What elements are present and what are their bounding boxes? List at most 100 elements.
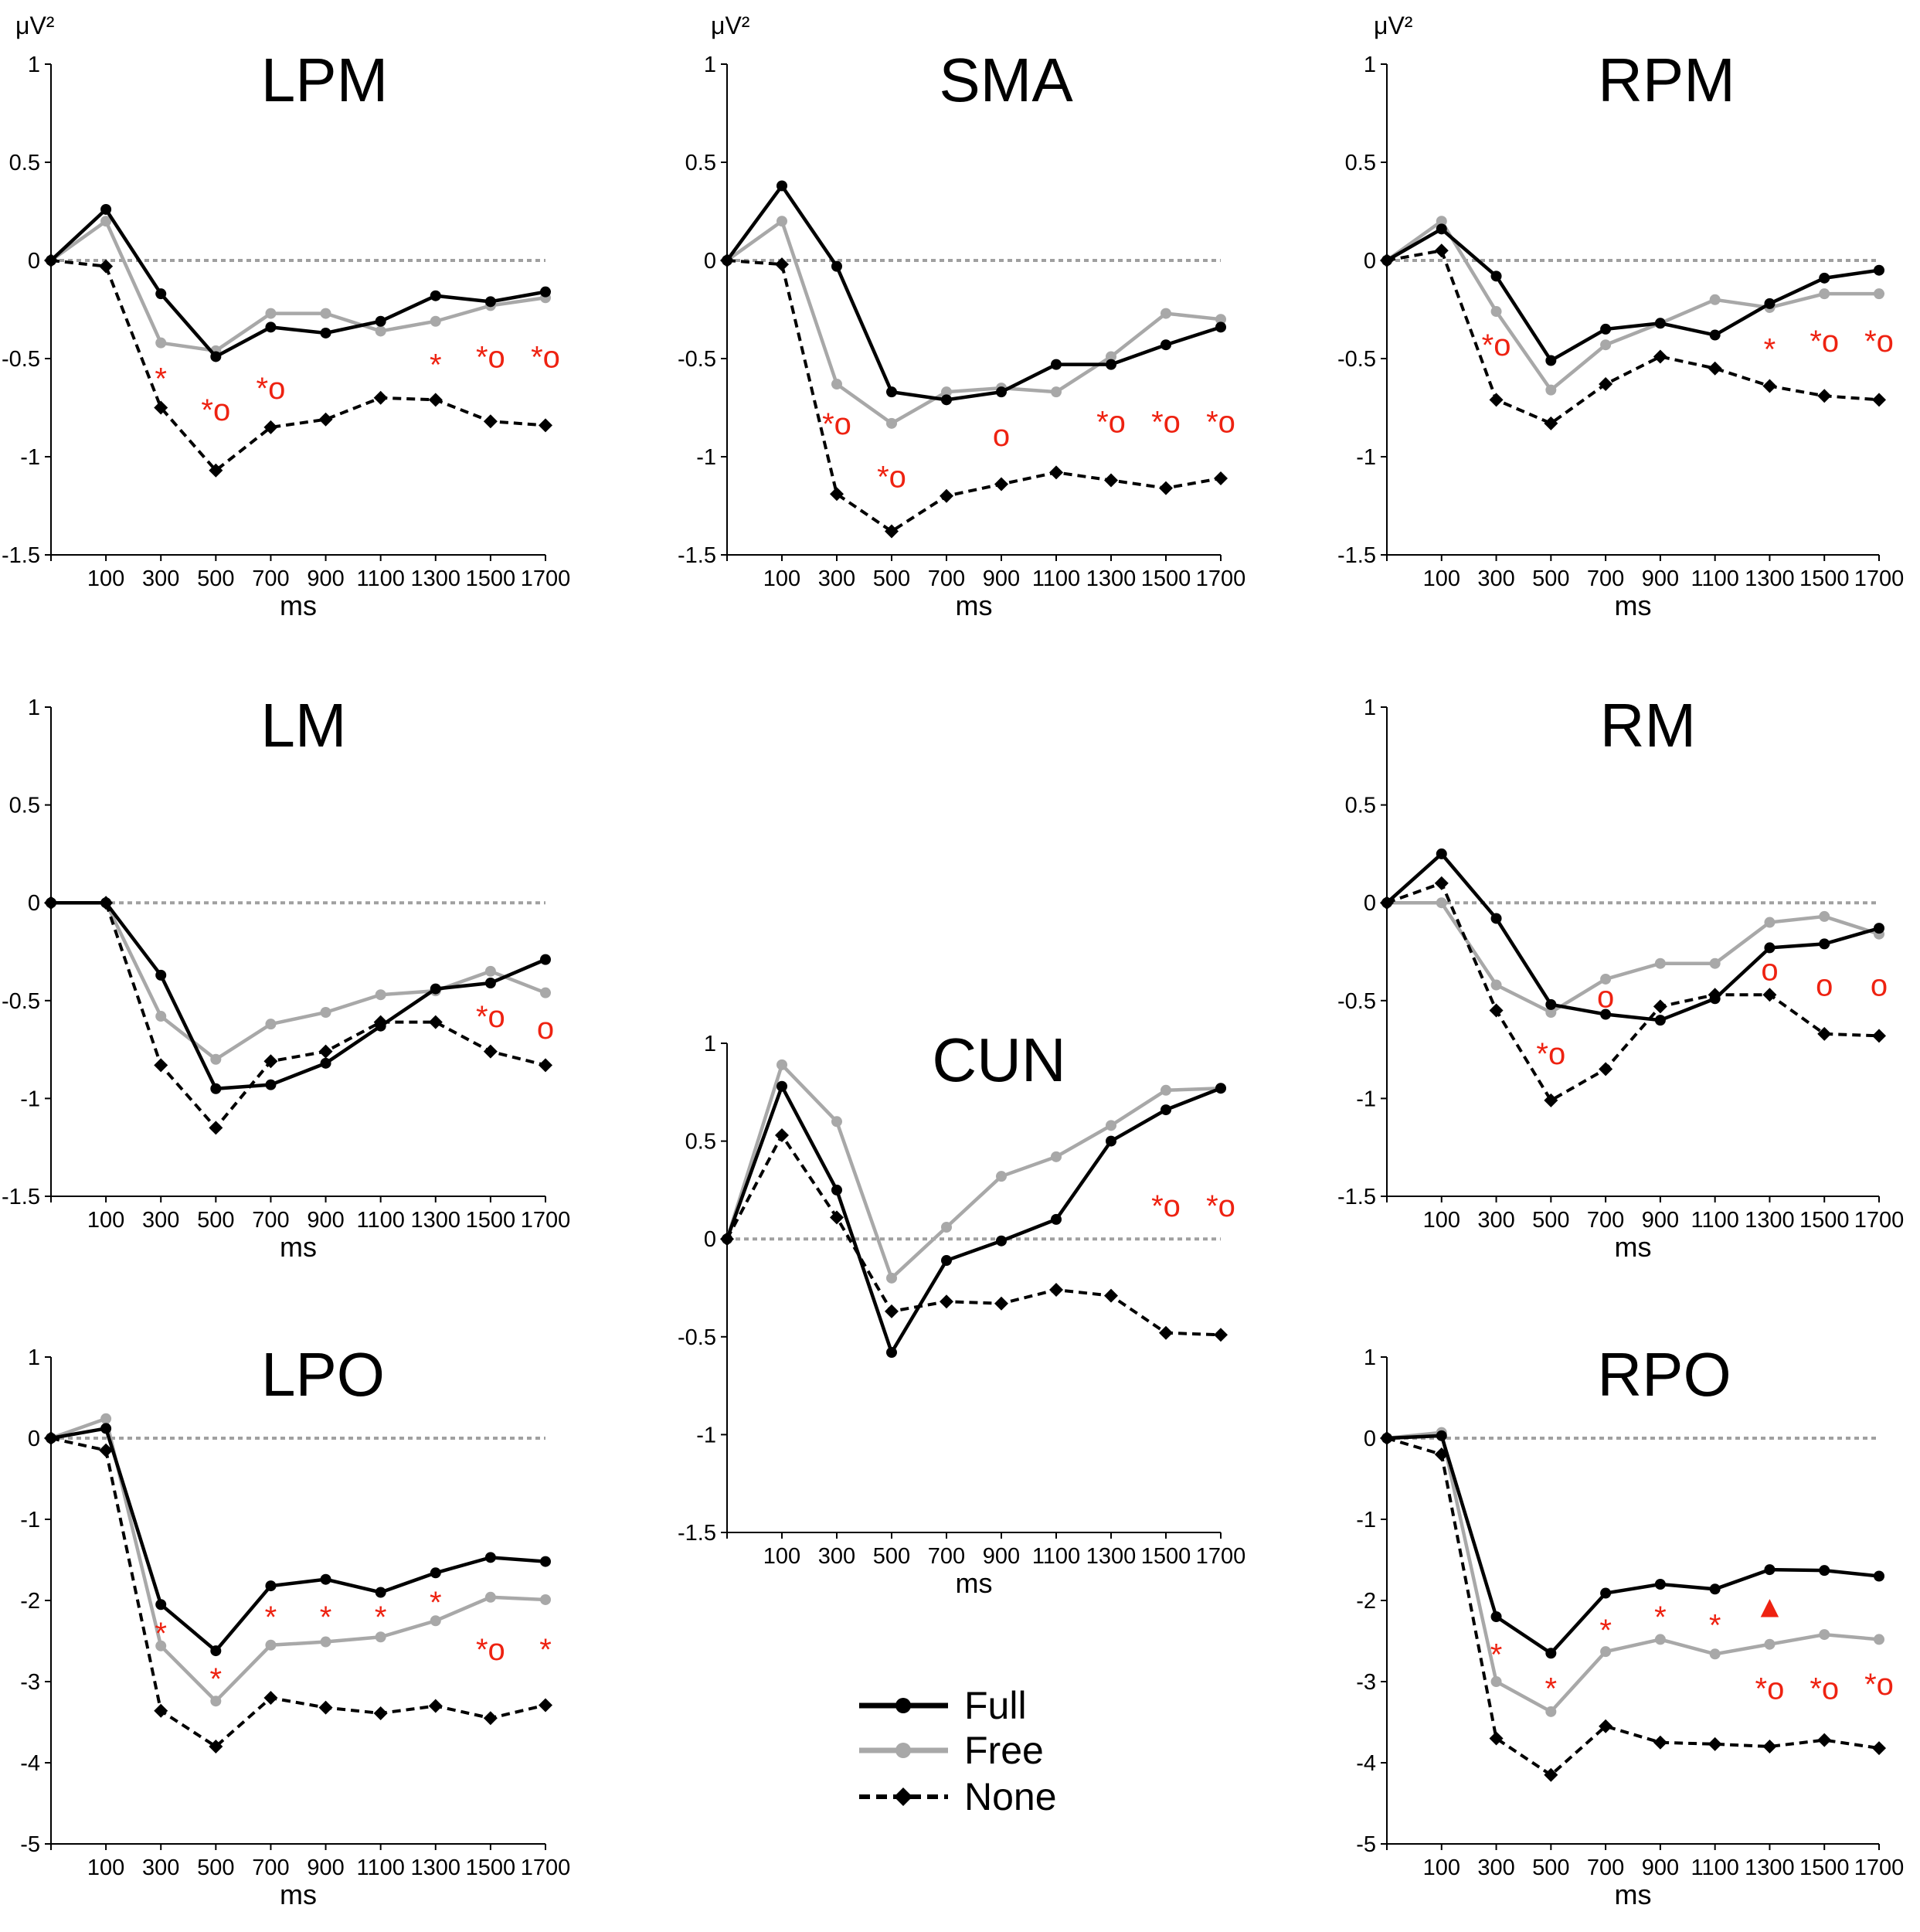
data-point-free-lpo	[320, 1636, 331, 1648]
x-tick-label-lm: 1700	[521, 1208, 571, 1233]
data-point-full-sma	[776, 180, 787, 192]
x-tick-label-rpm: 300	[1477, 566, 1514, 591]
data-point-full-sma	[831, 260, 842, 272]
y-tick-label-sma: -1	[696, 445, 716, 470]
x-axis-label-lpm: ms	[280, 590, 317, 621]
x-tick-label-cun: 900	[983, 1544, 1020, 1569]
x-tick-label-rpo: 700	[1587, 1855, 1624, 1880]
x-tick-label-lpo: 900	[307, 1855, 344, 1880]
significance-marker-rm: o	[1871, 969, 1888, 1003]
data-point-free-sma	[1106, 351, 1116, 362]
data-point-free-sma	[1215, 314, 1226, 325]
data-point-free-rpo	[1654, 1634, 1666, 1645]
series-line-full-lpo	[50, 1426, 546, 1654]
data-point-free-rm	[1490, 979, 1502, 991]
x-tick-label-lpo: 700	[252, 1855, 289, 1880]
y-tick-label-lpm: 0.5	[9, 151, 40, 175]
data-point-free-rm	[1764, 917, 1776, 928]
y-tick-label-lm: 0.5	[9, 794, 40, 818]
data-point-none-cun	[994, 1296, 1008, 1311]
series-line-free-lpm	[49, 218, 546, 353]
data-point-full-cun	[1215, 1083, 1226, 1094]
x-tick-label-rpo: 100	[1423, 1855, 1460, 1880]
x-tick-label-rpm: 1100	[1691, 566, 1738, 591]
data-point-none-lm	[209, 1121, 223, 1135]
x-tick-label-rpo: 1300	[1745, 1855, 1795, 1880]
significance-marker-rpm: *o	[1482, 328, 1511, 362]
legend-full-label: Full	[964, 1684, 1027, 1727]
x-tick-label-lm: 1500	[466, 1208, 516, 1233]
y-unit-label-lpm: μV²	[15, 12, 55, 39]
data-point-free-rm	[1654, 957, 1666, 969]
data-point-full-sma	[1106, 359, 1116, 370]
data-point-full-lm	[320, 1057, 331, 1069]
data-point-free-lm	[375, 989, 386, 1001]
data-point-none-cun	[1214, 1328, 1228, 1342]
data-point-free-cun	[941, 1222, 952, 1233]
x-tick-label-lpo: 300	[142, 1855, 179, 1880]
series-line-free-rm	[1387, 900, 1880, 1015]
data-point-none-sma	[940, 488, 953, 503]
series-line-full-rpo	[1386, 1434, 1880, 1656]
data-point-none-lpo	[209, 1740, 223, 1753]
data-point-free-rm	[1545, 1006, 1557, 1018]
data-point-none-rpm	[1817, 389, 1832, 403]
x-axis-label-cun: ms	[956, 1567, 993, 1599]
data-point-none-sma	[885, 524, 899, 539]
data-point-full-rpm	[1874, 264, 1884, 276]
data-point-free-rpo	[1490, 1676, 1502, 1687]
data-point-none-cun	[1104, 1288, 1118, 1303]
data-point-full-cun	[776, 1080, 787, 1092]
x-tick-label-lm: 1300	[411, 1208, 461, 1233]
y-tick-label-rpo: -5	[1356, 1832, 1376, 1857]
data-point-full-lpo	[375, 1587, 386, 1598]
data-point-none-lm	[263, 1054, 278, 1069]
data-point-full-rm	[1436, 848, 1447, 859]
significance-marker-lpm: *	[155, 362, 167, 396]
data-point-none-sma	[994, 477, 1008, 492]
x-axis-label-rpo: ms	[1615, 1879, 1652, 1910]
series-line-free-lm	[51, 900, 546, 1062]
x-tick-label-rpm: 100	[1423, 566, 1460, 591]
legend-free-marker	[895, 1743, 911, 1758]
significance-marker-lpo: *	[320, 1600, 332, 1634]
y-tick-label-lpo: -2	[20, 1589, 40, 1614]
data-point-full-lpm	[320, 327, 331, 338]
data-point-full-lpm	[265, 321, 277, 333]
data-point-full-lm	[375, 1020, 386, 1032]
x-tick-label-rpo: 900	[1642, 1855, 1679, 1880]
data-point-free-rm	[1819, 910, 1830, 922]
data-point-full-sma	[1160, 339, 1171, 351]
data-point-free-lpo	[100, 1413, 112, 1424]
y-tick-label-rpm: 1	[1364, 53, 1376, 77]
data-point-free-lm	[320, 1006, 331, 1018]
panel-title-sma: SMA	[939, 46, 1073, 114]
x-tick-label-sma: 100	[763, 566, 800, 591]
significance-marker-sma: *o	[1206, 405, 1235, 439]
data-point-full-sma	[1051, 359, 1062, 370]
data-point-full-cun	[1051, 1213, 1062, 1225]
x-tick-label-rm: 300	[1477, 1208, 1514, 1233]
x-tick-label-cun: 1300	[1086, 1544, 1137, 1569]
significance-marker-rm: o	[1597, 981, 1614, 1015]
data-point-full-rpo	[1545, 1648, 1557, 1659]
data-point-none-cun	[1159, 1325, 1173, 1340]
x-tick-label-sma: 300	[818, 566, 855, 591]
data-point-full-sma	[1215, 321, 1226, 333]
y-tick-label-rpo: 0	[1364, 1427, 1376, 1451]
data-point-free-lm	[265, 1019, 277, 1030]
y-tick-label-rm: -0.5	[1337, 989, 1376, 1014]
data-point-full-cun	[941, 1255, 952, 1267]
data-point-full-lm	[430, 983, 441, 995]
significance-marker-cun: *o	[1151, 1189, 1181, 1223]
y-tick-label-cun: -1	[696, 1423, 716, 1447]
x-tick-label-cun: 1500	[1141, 1544, 1191, 1569]
significance-marker-rm: *o	[1536, 1037, 1565, 1071]
significance-marker-lpm: *o	[257, 372, 286, 406]
data-point-none-rpm	[1434, 243, 1449, 258]
data-point-free-lpm	[430, 315, 441, 327]
data-point-full-sma	[886, 386, 897, 398]
data-point-full-lpo	[265, 1580, 277, 1592]
data-point-none-rpm	[1599, 377, 1613, 392]
y-tick-label-rpo: -4	[1356, 1751, 1376, 1776]
